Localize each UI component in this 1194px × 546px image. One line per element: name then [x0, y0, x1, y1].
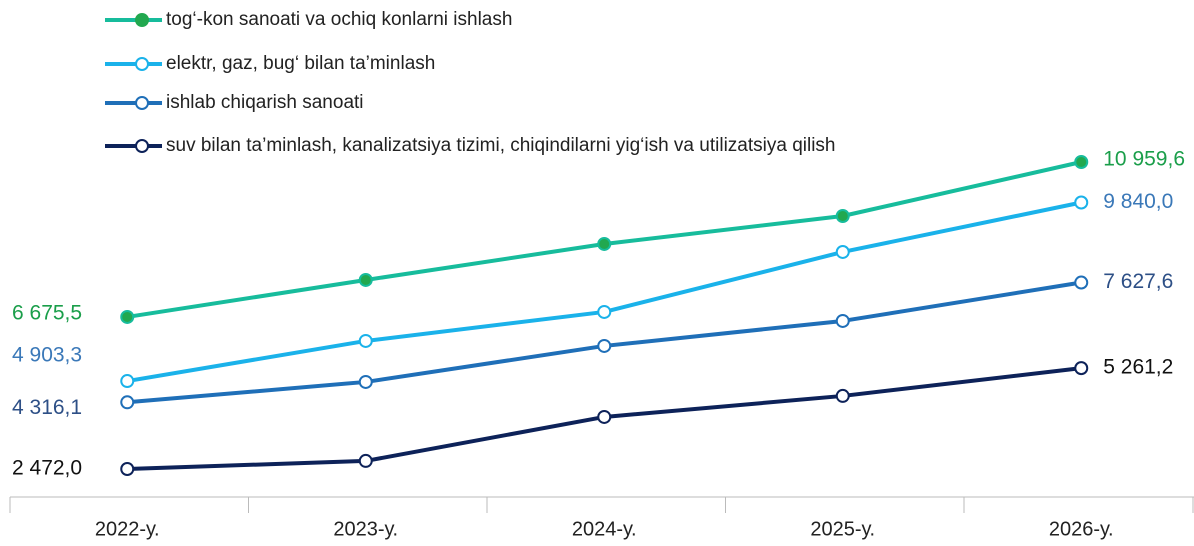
value-label: 9 840,0 — [1103, 190, 1173, 213]
point-marker — [120, 395, 135, 410]
point-marker — [120, 374, 135, 389]
point-marker — [597, 409, 612, 424]
legend-label: tog‘-kon sanoati va ochiq konlarni ishla… — [166, 9, 512, 30]
point-marker — [358, 374, 373, 389]
legend-label: ishlab chiqarish sanoati — [166, 92, 364, 113]
point-marker — [120, 309, 135, 324]
point-marker — [835, 313, 850, 328]
point-marker — [358, 272, 373, 287]
point-marker — [597, 236, 612, 251]
point-marker — [835, 244, 850, 259]
x-tick-label: 2023-у. — [333, 518, 398, 540]
point-marker — [358, 453, 373, 468]
x-tick-label: 2022-у. — [95, 518, 160, 540]
point-marker — [597, 304, 612, 319]
point-marker — [120, 462, 135, 476]
value-label: 10 959,6 — [1103, 148, 1185, 171]
x-tick-label: 2025-у. — [810, 518, 875, 540]
legend-label: suv bilan ta’minlash, kanalizatsiya tizi… — [166, 135, 836, 156]
value-label: 4 316,1 — [12, 396, 82, 419]
point-marker — [358, 333, 373, 348]
legend-label: elektr, gaz, bug‘ bilan ta’minlash — [166, 53, 435, 74]
legend-marker — [135, 13, 149, 27]
value-label: 6 675,5 — [12, 302, 82, 325]
value-label: 7 627,6 — [1103, 270, 1173, 293]
point-marker — [835, 208, 850, 223]
legend-marker — [135, 139, 149, 153]
point-marker — [1074, 275, 1089, 290]
x-tick-label: 2026-у. — [1049, 518, 1114, 540]
value-label: 4 903,3 — [12, 344, 82, 367]
point-marker — [597, 338, 612, 353]
x-tick-label: 2024-у. — [572, 518, 637, 540]
legend-marker — [135, 96, 149, 110]
point-marker — [835, 388, 850, 403]
legend-marker — [135, 57, 149, 71]
point-marker — [1074, 361, 1089, 376]
series-line — [126, 200, 1082, 384]
value-label: 2 472,0 — [12, 457, 82, 480]
point-marker — [1074, 195, 1089, 210]
point-marker — [1074, 155, 1089, 169]
value-label: 5 261,2 — [1103, 356, 1173, 379]
